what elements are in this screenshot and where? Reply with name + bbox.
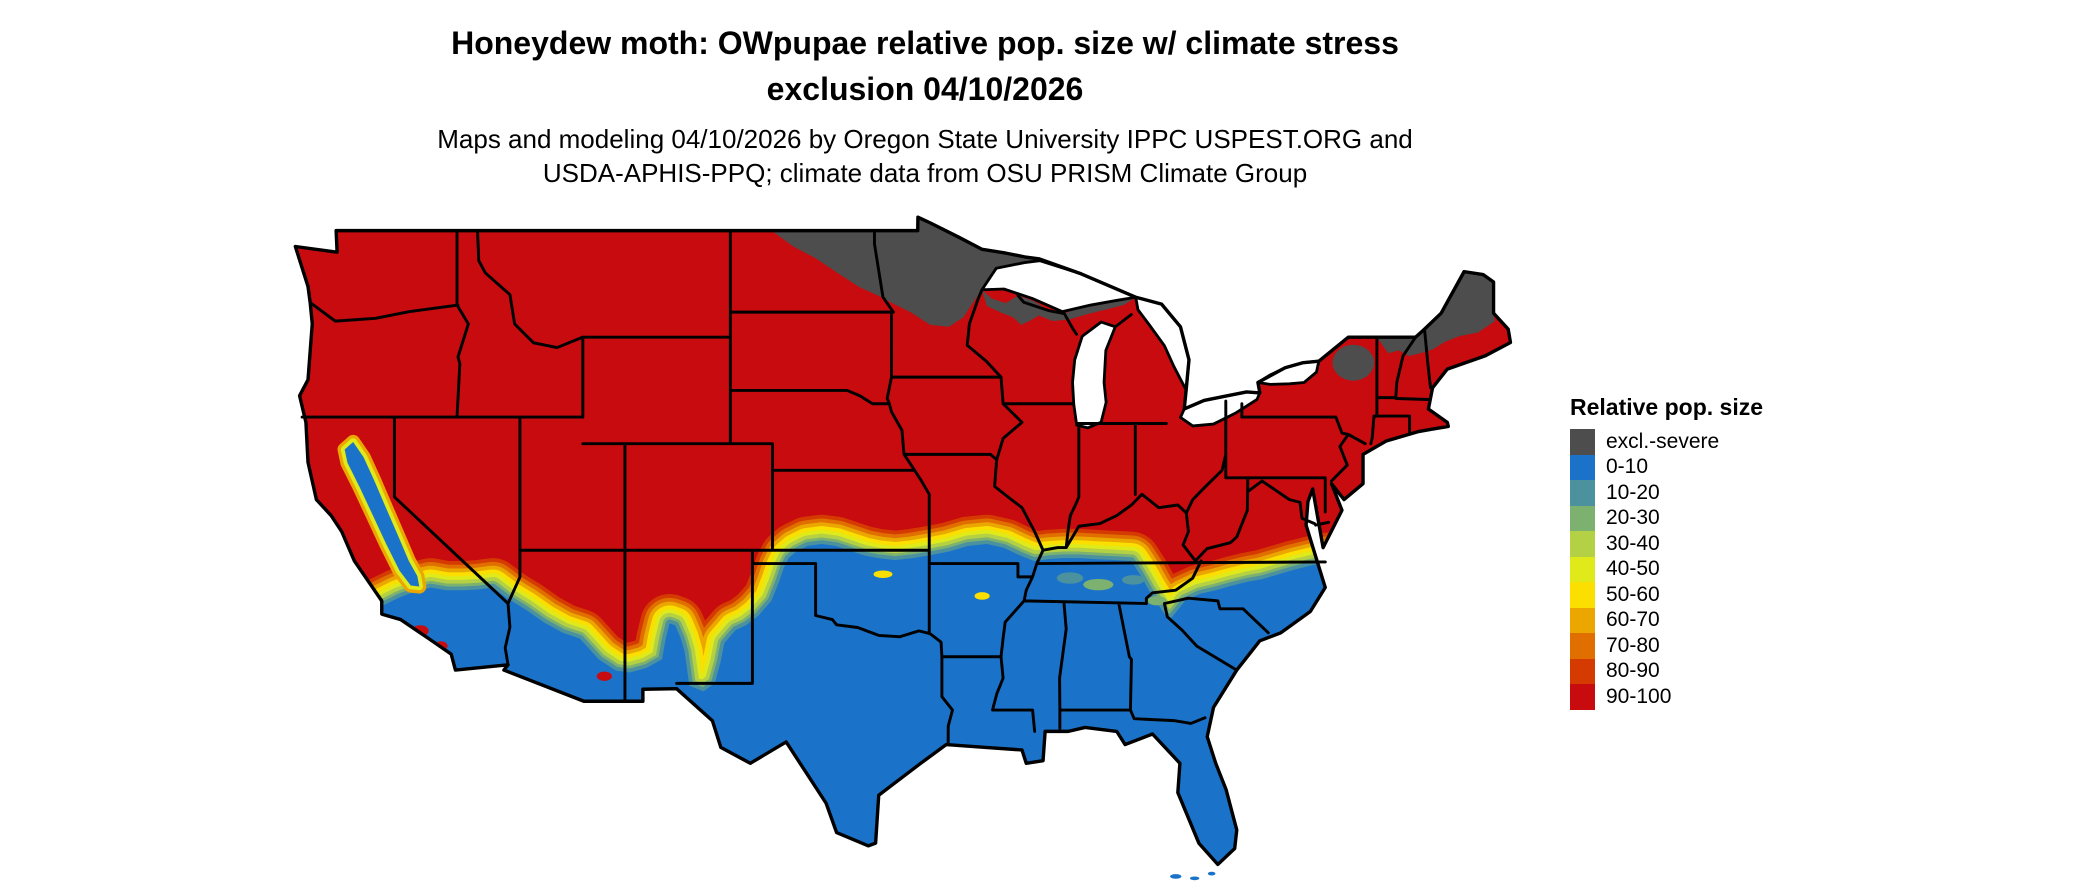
great-lakes (980, 259, 1321, 430)
legend-item: 70-80 (1570, 633, 1763, 659)
state-borders (300, 229, 1433, 747)
legend: Relative pop. size excl.-severe 0-10 10-20… (1570, 394, 1763, 710)
legend-item-label: excl.-severe (1606, 429, 1720, 453)
legend-item-label: 20-30 (1606, 506, 1660, 530)
legend-item: 50-60 (1570, 582, 1763, 608)
legend-item: excl.-severe (1570, 429, 1763, 455)
legend-swatch (1570, 684, 1595, 710)
legend-item: 30-40 (1570, 531, 1763, 557)
legend-rows: excl.-severe 0-10 10-20 20-30 30-40 40-50 50-6… (1570, 429, 1763, 710)
legend-item-label: 50-60 (1606, 582, 1660, 606)
legend-item: 90-100 (1570, 684, 1763, 710)
legend-item: 60-70 (1570, 607, 1763, 633)
legend-item: 40-50 (1570, 556, 1763, 582)
lake-michigan (1071, 313, 1133, 430)
lake-superior (980, 259, 1138, 314)
legend-item-label: 90-100 (1606, 684, 1672, 708)
title-line-2: exclusion 04/10/2026 (766, 71, 1084, 107)
gray-region-northern-new-england (1376, 271, 1495, 357)
legend-swatch (1570, 607, 1595, 633)
subtitle-line-2: USDA-APHIS-PPQ; climate data from OSU PR… (542, 158, 1308, 188)
legend-swatch (1570, 658, 1595, 684)
legend-swatch (1570, 531, 1595, 557)
legend-swatch (1570, 633, 1595, 659)
legend-item: 0-10 (1570, 454, 1763, 480)
legend-item: 80-90 (1570, 658, 1763, 684)
legend-swatch (1570, 429, 1595, 455)
southern-low-region (381, 544, 1327, 865)
legend-item-label: 60-70 (1606, 608, 1660, 632)
legend-title: Relative pop. size (1570, 394, 1764, 420)
title-line-1: Honeydew moth: OWpupae relative pop. siz… (451, 25, 1399, 61)
legend-swatch (1570, 556, 1595, 582)
legend-swatch (1570, 454, 1595, 480)
legend-item: 10-20 (1570, 480, 1763, 506)
us-map (255, 204, 1544, 884)
legend-swatch (1570, 582, 1595, 608)
page-subtitle: Maps and modeling 04/10/2026 by Oregon S… (0, 122, 1850, 190)
us-map-svg (293, 215, 1513, 881)
legend-item-label: 10-20 (1606, 480, 1660, 504)
legend-swatch (1570, 505, 1595, 531)
legend-item-label: 0-10 (1606, 455, 1649, 479)
legend-item-label: 80-90 (1606, 659, 1660, 683)
legend-swatch (1570, 480, 1595, 506)
legend-item-label: 30-40 (1606, 531, 1660, 555)
florida-keys (1170, 871, 1216, 881)
page-title: Honeydew moth: OWpupae relative pop. siz… (0, 20, 1850, 112)
legend-item-label: 70-80 (1606, 633, 1660, 657)
subtitle-line-1: Maps and modeling 04/10/2026 by Oregon S… (437, 124, 1413, 154)
legend-item: 20-30 (1570, 505, 1763, 531)
legend-item-label: 40-50 (1606, 557, 1660, 581)
gray-region-adirondacks (1332, 344, 1375, 381)
